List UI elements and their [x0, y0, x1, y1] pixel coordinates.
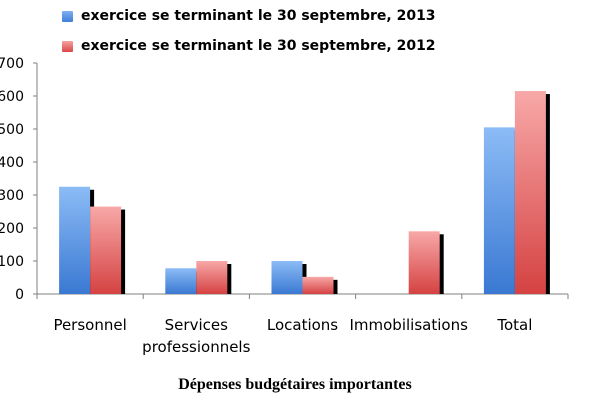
y-tick-label: 600 — [0, 89, 24, 105]
y-tick-label: 300 — [0, 188, 24, 204]
x-tick-label: Personnel — [53, 316, 126, 334]
legend-swatch-2013 — [62, 10, 73, 22]
x-tick-label: Immobilisations — [349, 316, 468, 334]
bar-2012-1 — [196, 261, 228, 294]
bar-2013-1 — [165, 268, 197, 294]
y-tick-label: 500 — [0, 122, 24, 138]
legend-label-2013: exercice se terminant le 30 septembre, 2… — [81, 8, 436, 24]
y-tick-label: 0 — [15, 287, 24, 303]
x-axis-title: Dépenses budgétaires importantes — [178, 376, 412, 393]
legend-swatch-2012 — [62, 40, 73, 52]
legend-item-2013: exercice se terminant le 30 septembre, 2… — [62, 6, 436, 26]
y-tick-label: 700 — [0, 56, 24, 72]
bar-2012-4 — [514, 91, 546, 294]
x-tick-label: Total — [496, 316, 532, 334]
x-tick-label: Locations — [267, 316, 338, 334]
bar-2013-0 — [59, 186, 91, 294]
bar-2012-0 — [90, 206, 122, 294]
legend-label-2012: exercice se terminant le 30 septembre, 2… — [81, 38, 436, 54]
y-tick-label: 100 — [0, 254, 24, 270]
y-tick-label: 200 — [0, 221, 24, 237]
y-tick-label: 400 — [0, 155, 24, 171]
bar-2012-2 — [302, 276, 334, 294]
legend-item-2012: exercice se terminant le 30 septembre, 2… — [62, 36, 436, 56]
bar-2013-4 — [483, 127, 515, 294]
x-tick-label: Services professionnels — [142, 316, 250, 356]
bar-2012-3 — [408, 231, 440, 294]
bar-2013-2 — [271, 261, 303, 294]
